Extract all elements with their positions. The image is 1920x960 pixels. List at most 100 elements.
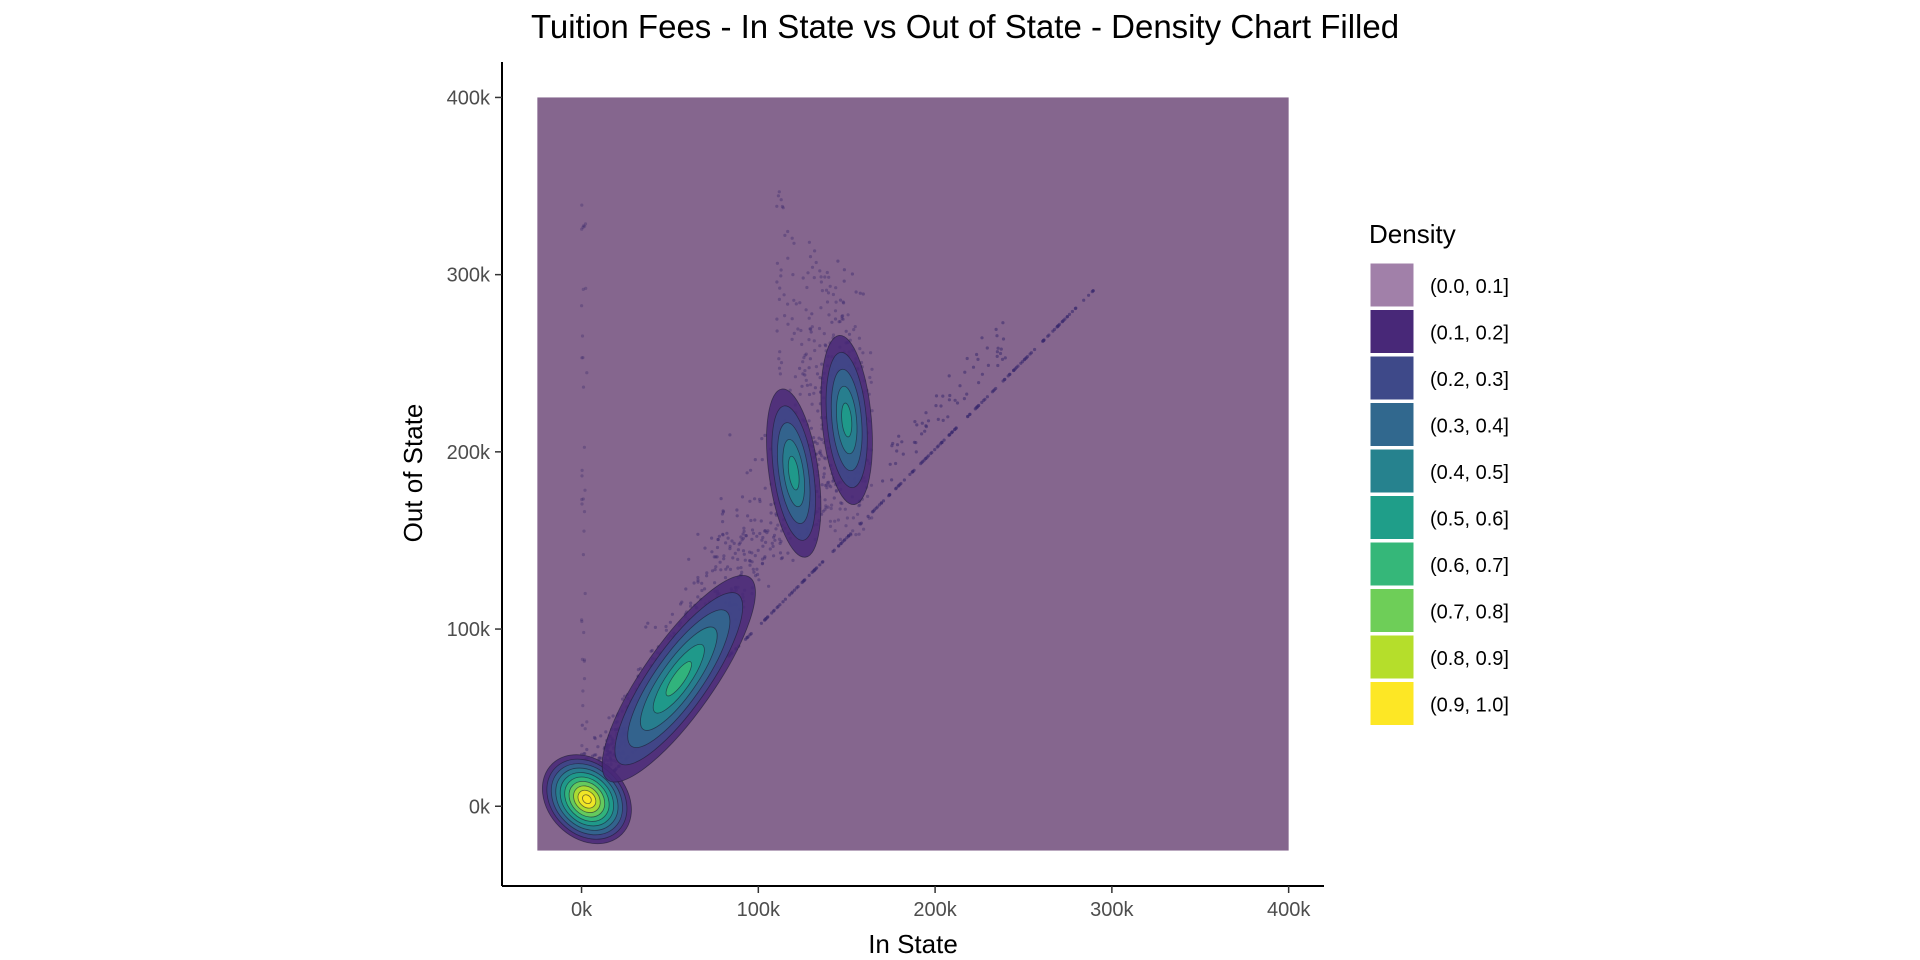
data-point [926,419,931,423]
data-point [941,394,945,398]
data-point [820,560,824,564]
data-point [824,457,828,461]
data-point [817,451,821,455]
data-point [760,437,764,441]
data-point [833,529,837,533]
data-point [866,494,870,498]
data-point [803,353,807,357]
data-point [581,385,586,389]
data-point [599,734,603,738]
data-point [692,581,696,585]
data-point [715,555,719,559]
data-point [717,534,722,538]
data-point [689,601,693,605]
data-point [820,362,824,366]
data-point [807,419,811,423]
data-point [838,319,842,324]
data-point [908,472,912,476]
data-point [816,409,820,413]
data-point [737,542,741,546]
data-point [760,458,764,462]
data-point [807,240,812,244]
data-point [895,449,899,453]
density-contours [541,334,873,845]
data-point [803,369,807,373]
data-point [786,302,790,306]
data-point [813,386,818,390]
data-point [845,516,850,520]
data-point [775,317,779,321]
data-point [714,565,718,569]
data-point [801,360,805,364]
data-point [736,566,740,570]
data-point [760,557,765,561]
data-point [598,756,602,760]
data-point [772,554,776,558]
data-point [852,328,856,332]
data-point [846,313,850,317]
data-point [807,392,812,397]
data-point [1067,312,1072,316]
data-point [783,233,787,237]
data-point [823,498,827,502]
data-point [777,357,781,361]
data-point [801,276,805,280]
data-point [839,501,843,505]
data-point [773,538,777,542]
data-point [735,514,739,518]
data-point [776,523,780,527]
data-point [971,365,976,369]
data-point [775,261,780,265]
data-point [670,612,675,616]
data-point [866,514,870,519]
data-point [1087,293,1091,297]
data-point [679,602,683,606]
data-point [696,580,700,584]
data-point [758,497,762,501]
data-point [830,503,834,507]
data-point [594,753,598,757]
data-point [1052,327,1057,332]
data-point [777,297,782,301]
data-point [824,483,829,487]
data-point [580,304,584,308]
data-point [736,548,741,552]
data-point [869,483,874,487]
x-tick-label: 300k [1090,899,1134,921]
data-point [763,486,767,490]
data-point [721,520,725,524]
density-contour [665,661,692,697]
data-point [1090,290,1094,294]
data-point [776,194,781,198]
data-point [580,618,584,622]
data-point [766,529,770,533]
data-point [792,298,796,302]
data-point [823,483,828,488]
data-point [843,507,847,511]
data-point [822,456,826,460]
data-point [731,556,735,560]
data-point [798,392,802,396]
data-point [824,504,828,508]
data-point [718,560,722,564]
data-point [857,532,861,536]
data-point [646,621,650,625]
data-point [827,483,831,487]
x-tick-label: 0k [571,899,593,921]
data-point [607,716,611,720]
data-point [800,384,804,388]
data-point [813,249,817,253]
data-point [838,507,842,511]
data-point [842,268,847,272]
data-point [753,497,757,501]
data-point [912,468,916,472]
data-point [824,506,828,510]
data-point [684,587,688,591]
data-point [1070,309,1074,314]
data-point [774,527,778,531]
data-point [895,443,900,447]
chart-title: Tuition Fees - In State vs Out of State … [531,8,1399,45]
legend-swatch [1369,262,1415,308]
data-point [783,314,787,318]
data-point [779,268,783,272]
